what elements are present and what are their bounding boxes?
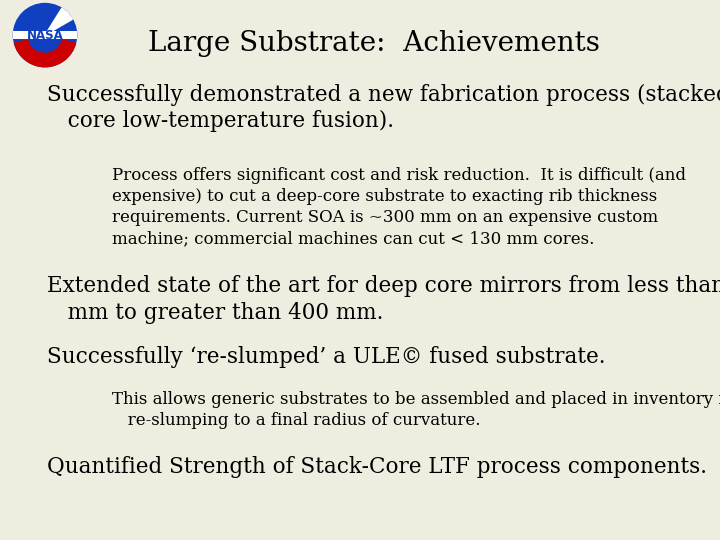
Text: Quantified Strength of Stack-Core LTF process components.: Quantified Strength of Stack-Core LTF pr… [47, 456, 707, 478]
Wedge shape [14, 40, 76, 66]
Wedge shape [45, 8, 72, 35]
FancyBboxPatch shape [14, 31, 76, 39]
Text: Large Substrate:  Achievements: Large Substrate: Achievements [148, 30, 600, 57]
Circle shape [14, 3, 76, 67]
Text: This allows generic substrates to be assembled and placed in inventory for
   re: This allows generic substrates to be ass… [112, 392, 720, 429]
Text: NASA: NASA [27, 29, 63, 42]
Text: Successfully demonstrated a new fabrication process (stacked
   core low-tempera: Successfully demonstrated a new fabricat… [47, 84, 720, 132]
Text: Process offers significant cost and risk reduction.  It is difficult (and
expens: Process offers significant cost and risk… [112, 167, 685, 247]
Text: Successfully ‘re-slumped’ a ULE© fused substrate.: Successfully ‘re-slumped’ a ULE© fused s… [47, 346, 606, 368]
Text: Extended state of the art for deep core mirrors from less than 300
   mm to grea: Extended state of the art for deep core … [47, 275, 720, 323]
